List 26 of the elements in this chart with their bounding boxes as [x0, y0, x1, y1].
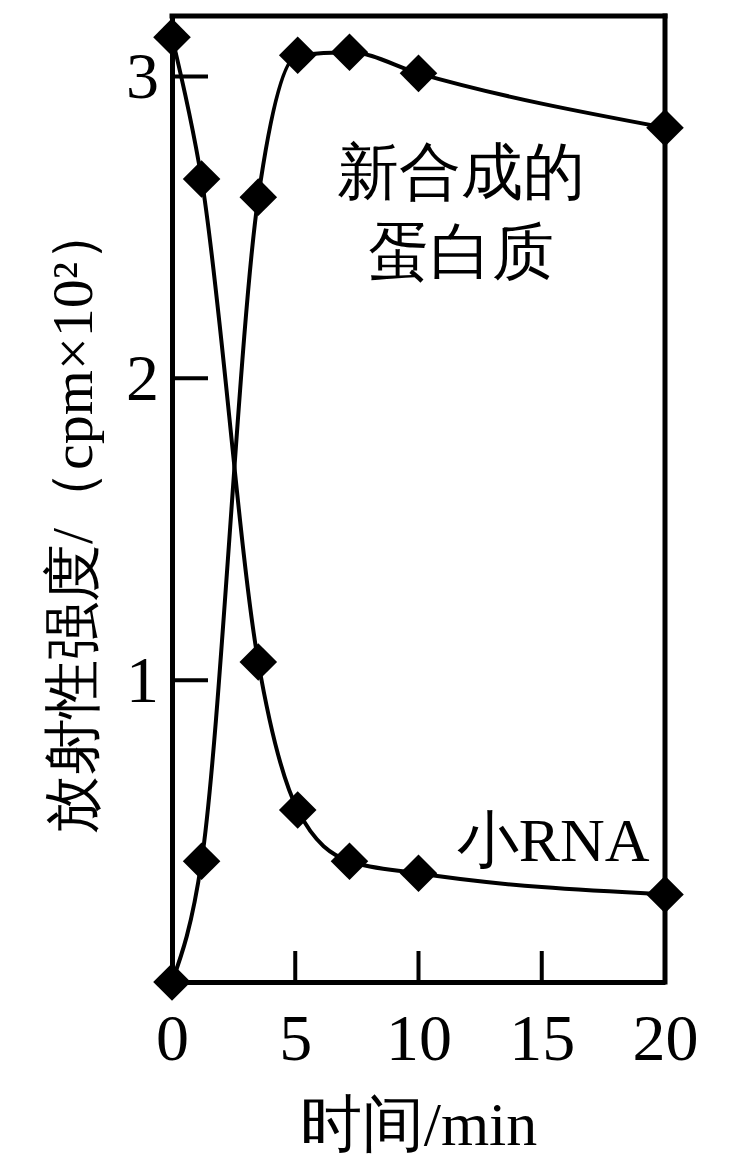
x-tick-label: 5 [279, 1000, 313, 1074]
point [399, 854, 438, 893]
x-axis-title: 时间/min [299, 1090, 538, 1158]
point [646, 108, 684, 147]
point [239, 178, 278, 216]
point [399, 54, 438, 93]
y-tick-label: 3 [126, 38, 159, 112]
point [646, 875, 684, 914]
point [278, 36, 317, 75]
y-tick-label: 2 [126, 340, 159, 414]
x-tick-label: 20 [632, 1000, 699, 1074]
y-axis-title: 放射性强度/（cpm×10²） [40, 203, 106, 835]
series-label: 小RNA [456, 806, 650, 875]
point [182, 160, 221, 198]
point [278, 791, 317, 829]
x-tick-label: 10 [386, 1000, 452, 1074]
y-tick-label: 1 [126, 642, 159, 716]
point [153, 18, 191, 56]
point [153, 963, 191, 1001]
x-tick-label: 0 [156, 1000, 189, 1074]
point [239, 643, 278, 681]
point [182, 842, 221, 881]
x-tick-label: 15 [509, 1000, 576, 1074]
point [330, 33, 369, 72]
point [330, 842, 369, 881]
series-label: 新合成的蛋白质 [336, 137, 585, 287]
